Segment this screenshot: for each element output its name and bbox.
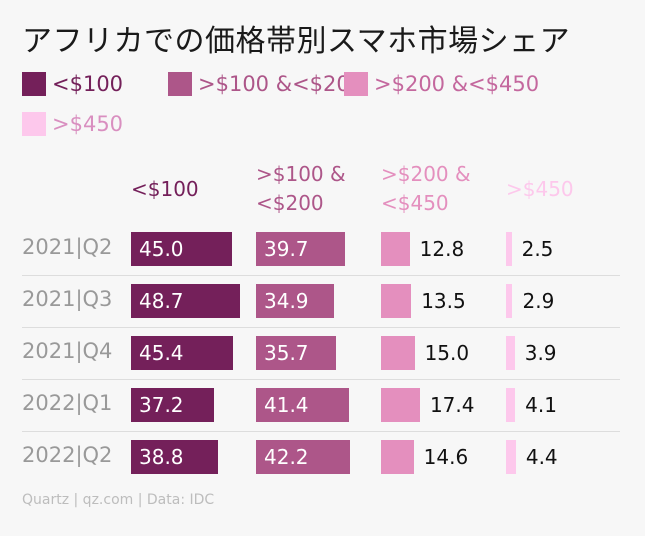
column-header: >$200 & <$450 (381, 162, 471, 215)
column-header: >$100 & <$200 (256, 162, 346, 215)
legend-swatch (22, 72, 46, 96)
row-divider (22, 431, 620, 432)
bar (506, 232, 512, 266)
bar-value-label: 15.0 (424, 341, 470, 365)
row-label: 2021|Q2 (22, 235, 113, 259)
bar (381, 440, 414, 474)
bar-value-label: 2.9 (522, 289, 555, 313)
bar-value-label: 39.7 (264, 237, 309, 261)
bar-value-label: 45.4 (139, 341, 184, 365)
legend-item: <$100 (22, 72, 123, 96)
bar (131, 440, 218, 474)
bar (131, 284, 240, 318)
bar (506, 440, 516, 474)
bar (131, 336, 233, 370)
row-label: 2022|Q1 (22, 391, 113, 415)
bar-value-label: 41.4 (264, 393, 309, 417)
bar (256, 440, 351, 474)
bar (256, 232, 345, 266)
row-label: 2021|Q4 (22, 339, 113, 363)
legend-item: >$100 &<$200 (168, 72, 363, 96)
bar (256, 336, 336, 370)
bar (506, 336, 515, 370)
row-label: 2021|Q3 (22, 287, 113, 311)
bar-value-label: 48.7 (139, 289, 184, 313)
bar (256, 284, 335, 318)
bar-value-label: 45.0 (139, 237, 184, 261)
bar-value-label: 4.1 (525, 393, 557, 417)
bar-value-label: 38.8 (139, 445, 184, 469)
row-divider (22, 327, 620, 328)
bar (256, 388, 349, 422)
bar (381, 388, 420, 422)
bar (506, 388, 516, 422)
column-header: >$450 (506, 177, 574, 201)
column-header: <$100 (131, 177, 199, 201)
bar-value-label: 35.7 (264, 341, 309, 365)
bar (131, 232, 232, 266)
bar (381, 336, 415, 370)
legend-label: >$450 (52, 112, 124, 136)
bar (506, 284, 513, 318)
bar-value-label: 13.5 (421, 289, 466, 313)
row-divider (22, 379, 620, 380)
source-note: Quartz | qz.com | Data: IDC (22, 492, 215, 508)
chart-title: アフリカでの価格帯別スマホ市場シェア (22, 24, 571, 59)
legend-swatch (344, 72, 368, 96)
bar-value-label: 3.9 (524, 341, 557, 365)
bar-value-label: 37.2 (139, 393, 184, 417)
bar (381, 284, 412, 318)
legend-item: >$200 &<$450 (344, 72, 539, 96)
bar-value-label: 4.4 (525, 445, 558, 469)
legend-swatch (22, 112, 46, 136)
legend-swatch (168, 72, 192, 96)
bar-value-label: 14.6 (423, 445, 469, 469)
bar-value-label: 17.4 (429, 393, 475, 417)
legend-label: >$200 &<$450 (374, 72, 540, 96)
bar-value-label: 12.8 (419, 237, 465, 261)
row-label: 2022|Q2 (22, 443, 113, 467)
bar-value-label: 42.2 (264, 445, 309, 469)
bar-value-label: 34.9 (264, 289, 309, 313)
row-divider (22, 275, 620, 276)
legend-label: >$100 &<$200 (198, 72, 364, 96)
bar (381, 232, 410, 266)
bar-value-label: 2.5 (521, 237, 554, 261)
legend-label: <$100 (52, 72, 124, 96)
bar (131, 388, 215, 422)
legend-item: >$450 (22, 112, 123, 136)
